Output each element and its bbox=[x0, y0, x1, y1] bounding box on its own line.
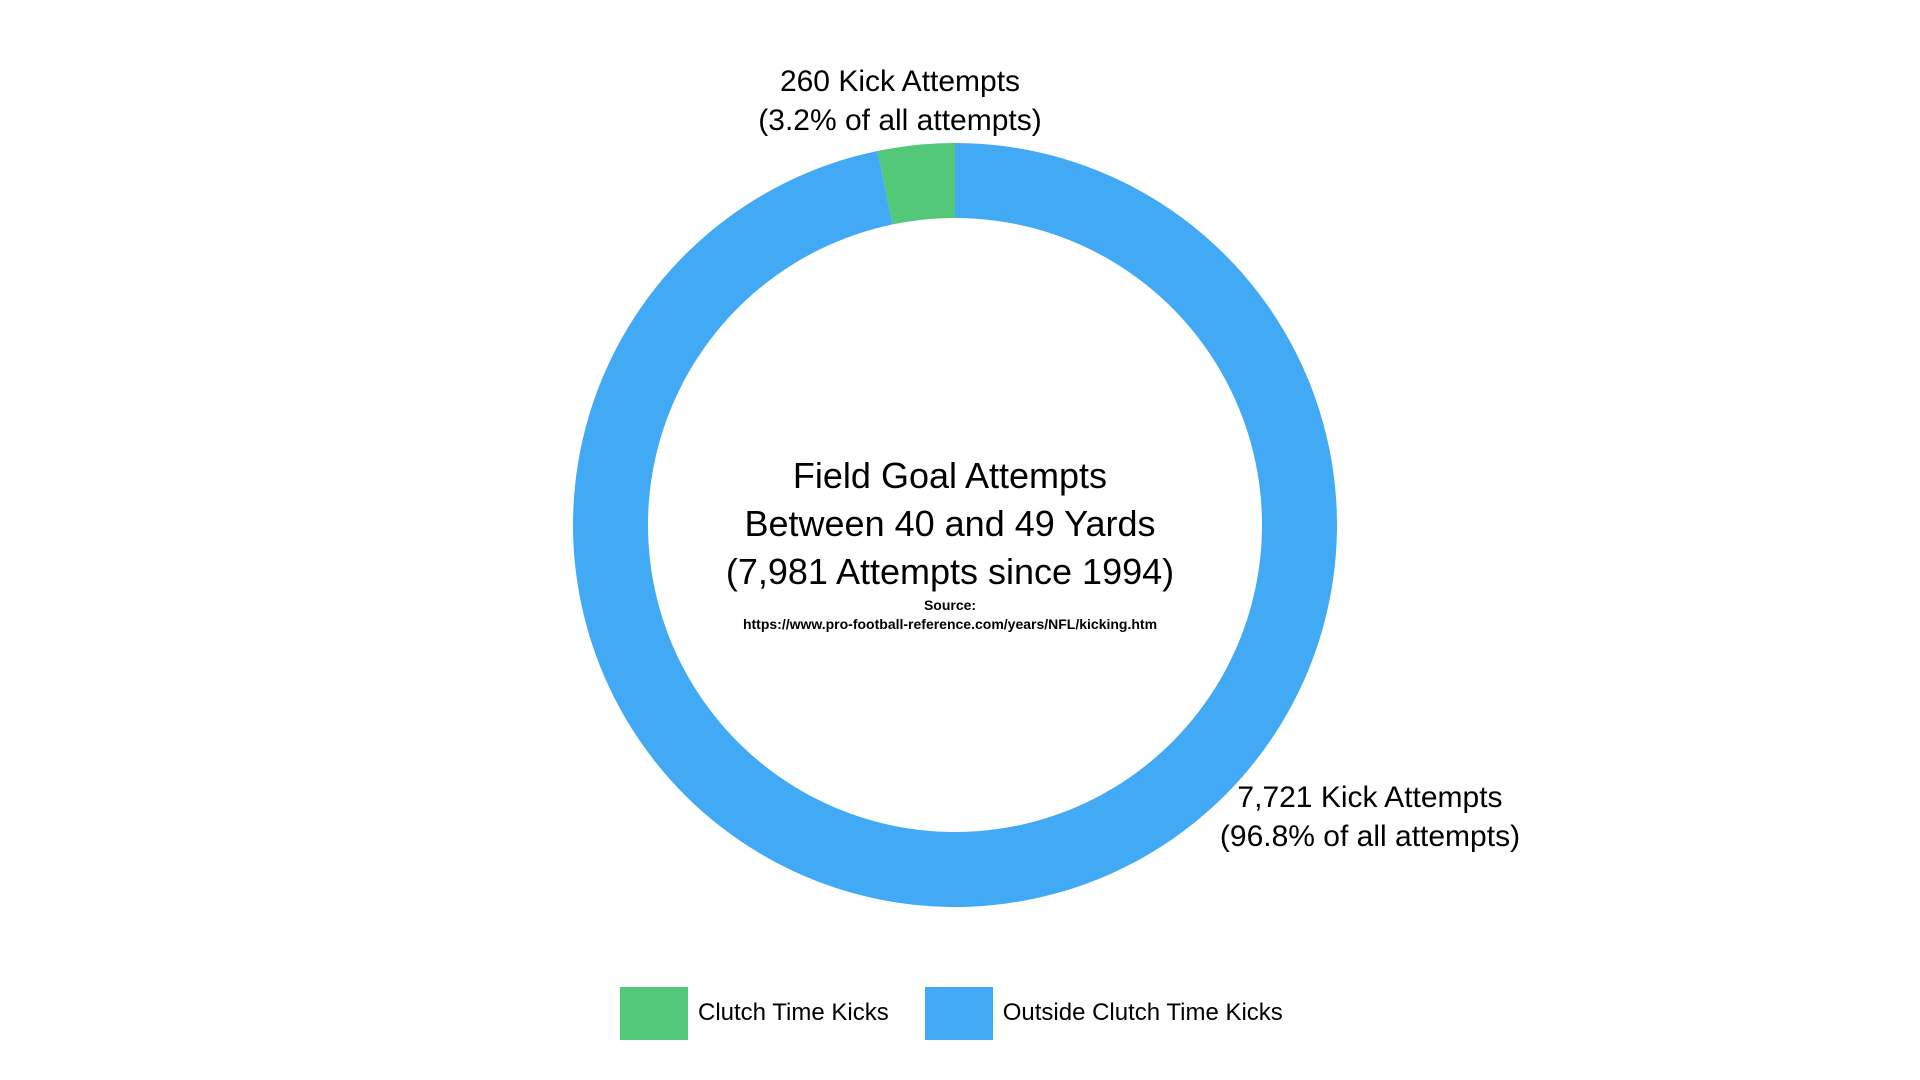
chart-title-line-2: Between 40 and 49 Yards bbox=[744, 503, 1156, 544]
outside-slice-label: 7,721 Kick Attempts (96.8% of all attemp… bbox=[1110, 778, 1630, 856]
outside-slice-label-line-1: 7,721 Kick Attempts bbox=[1237, 781, 1503, 814]
outside-slice-label-line-2: (96.8% of all attempts) bbox=[1219, 820, 1521, 853]
chart-title: Field Goal Attempts Between 40 and 49 Ya… bbox=[560, 452, 1340, 634]
donut-slice-clutch bbox=[877, 143, 955, 225]
legend-item-outside: Outside Clutch Time Kicks bbox=[924, 986, 1283, 1040]
donut-slices bbox=[573, 143, 1337, 908]
legend-swatch-clutch bbox=[620, 986, 688, 1040]
chart-title-line-3: (7,981 Attempts since 1994) bbox=[725, 551, 1175, 592]
clutch-slice-label: 260 Kick Attempts (3.2% of all attempts) bbox=[660, 62, 1140, 140]
legend-label-clutch: Clutch Time Kicks bbox=[698, 999, 889, 1026]
clutch-slice-label-line-2: (3.2% of all attempts) bbox=[758, 104, 1042, 137]
source-url: https://www.pro-football-reference.com/y… bbox=[742, 616, 1158, 632]
legend-item-clutch: Clutch Time Kicks bbox=[620, 986, 889, 1040]
chart-title-line-1: Field Goal Attempts bbox=[792, 455, 1108, 496]
legend-swatch-outside bbox=[924, 986, 993, 1040]
legend-label-outside: Outside Clutch Time Kicks bbox=[1002, 999, 1283, 1026]
source-label: Source: bbox=[923, 597, 977, 613]
legend: Clutch Time Kicks Outside Clutch Time Ki… bbox=[620, 986, 1319, 1040]
clutch-slice-label-line-1: 260 Kick Attempts bbox=[779, 65, 1021, 98]
